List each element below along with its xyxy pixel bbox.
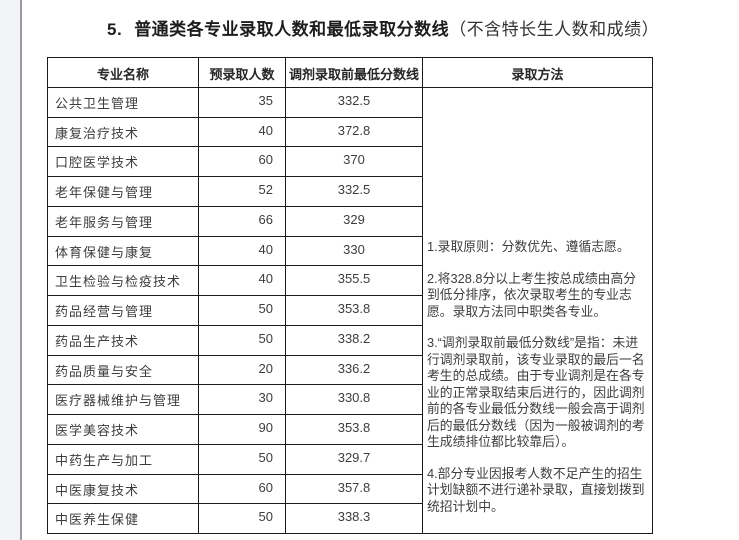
table-row: 康复治疗技术 40 372.8 [48,117,423,148]
min-score-cell: 330 [286,236,423,266]
table-rows: 公共卫生管理 35 332.5 康复治疗技术 40 372.8 口腔医学技术 6… [48,88,423,534]
table-row: 口腔医学技术 60 370 [48,147,423,178]
table-row: 公共卫生管理 35 332.5 [48,88,423,118]
column-header-planned-count: 预录取人数 [199,58,286,87]
min-score-cell: 353.8 [286,415,423,444]
planned-count-cell: 40 [199,236,286,266]
planned-count-cell: 35 [199,88,286,117]
min-score-cell: 372.8 [286,117,423,147]
planned-count-cell: 40 [199,266,286,296]
min-score-cell: 338.2 [286,325,423,355]
table-row: 卫生检验与检疫技术 40 355.5 [48,266,423,297]
major-cell: 中医养生保健 [48,504,199,534]
major-cell: 药品质量与安全 [48,355,199,385]
column-header-admission-method: 录取方法 [511,67,564,82]
planned-count-cell: 50 [199,504,286,534]
min-score-cell: 370 [286,147,423,177]
min-score-cell: 355.5 [286,266,423,296]
admission-method-paragraph: 4.部分专业因报考人数不足产生的招生计划缺额不进行递补录取，直接划拨到统招计划中… [427,465,645,514]
min-score-cell: 353.8 [286,296,423,325]
major-cell: 医学美容技术 [48,415,199,444]
section-title-text: 普通类各专业录取人数和最低录取分数线 [134,20,450,39]
admission-method-cell: 1.录取原则：分数优先、遵循志愿。 2.将328.8分以上考生按总成绩由高分到低分… [423,88,652,534]
planned-count-cell: 50 [199,444,286,474]
major-cell: 口腔医学技术 [48,147,199,177]
planned-count-cell: 60 [199,474,286,504]
major-cell: 中医康复技术 [48,474,199,504]
section-number: 5. [107,20,123,39]
table-body: 公共卫生管理 35 332.5 康复治疗技术 40 372.8 口腔医学技术 6… [48,88,652,534]
table-row: 医疗器械维护与管理 30 330.8 [48,385,423,416]
table-header-row: 专业名称 预录取人数 调剂录取前最低分数线 录取方法 [48,58,652,88]
planned-count-cell: 60 [199,147,286,177]
min-score-cell: 357.8 [286,474,423,504]
planned-count-cell: 50 [199,296,286,325]
section-title-note: （不含特长生人数和成绩） [449,20,660,39]
major-cell: 老年保健与管理 [48,177,199,206]
admission-method-paragraph: 2.将328.8分以上考生按总成绩由高分到低分排序，依次录取考生的专业志愿。录取… [427,270,637,319]
admission-method-paragraph: 3.“调剂录取前最低分数线”是指：未进行调剂录取前，该专业录取的最后一名考生的总… [427,335,645,449]
planned-count-cell: 50 [199,325,286,355]
major-cell: 康复治疗技术 [48,117,199,147]
major-cell: 药品经营与管理 [48,296,199,325]
planned-count-cell: 90 [199,415,286,444]
major-cell: 药品生产技术 [48,325,199,355]
min-score-cell: 338.3 [286,504,423,534]
table-row: 老年保健与管理 52 332.5 [48,177,423,207]
planned-count-cell: 20 [199,355,286,385]
table-row: 医学美容技术 90 353.8 [48,415,423,445]
table-row: 药品生产技术 50 338.2 [48,325,423,356]
major-cell: 老年服务与管理 [48,206,199,236]
section-title: 5. 普通类各专业录取人数和最低录取分数线（不含特长生人数和成绩） [107,15,659,40]
admissions-table: 专业名称 预录取人数 调剂录取前最低分数线 录取方法 公共卫生管理 35 332… [47,57,653,534]
table-row: 中医康复技术 60 357.8 [48,474,423,505]
table-row: 中药生产与加工 50 329.7 [48,444,423,475]
min-score-cell: 336.2 [286,355,423,385]
table-row: 药品质量与安全 20 336.2 [48,355,423,386]
planned-count-cell: 66 [199,206,286,236]
min-score-cell: 329 [286,206,423,236]
min-score-cell: 330.8 [286,385,423,415]
planned-count-cell: 40 [199,117,286,147]
major-cell: 医疗器械维护与管理 [48,385,199,415]
min-score-cell: 332.5 [286,88,423,117]
table-row: 中医养生保健 50 338.3 [48,504,423,534]
major-cell: 中药生产与加工 [48,444,199,474]
table-row: 药品经营与管理 50 353.8 [48,296,423,326]
planned-count-cell: 30 [199,385,286,415]
column-header-min-score: 调剂录取前最低分数线 [286,58,423,87]
page-left-margin [0,0,22,540]
min-score-cell: 332.5 [286,177,423,206]
admission-method-paragraph: 1.录取原则：分数优先、遵循志愿。 [427,239,630,254]
min-score-cell: 329.7 [286,444,423,474]
column-header-major: 专业名称 [48,58,199,87]
major-cell: 公共卫生管理 [48,88,199,117]
table-row: 老年服务与管理 66 329 [48,206,423,237]
major-cell: 卫生检验与检疫技术 [48,266,199,296]
planned-count-cell: 52 [199,177,286,206]
major-cell: 体育保健与康复 [48,236,199,266]
table-row: 体育保健与康复 40 330 [48,236,423,267]
